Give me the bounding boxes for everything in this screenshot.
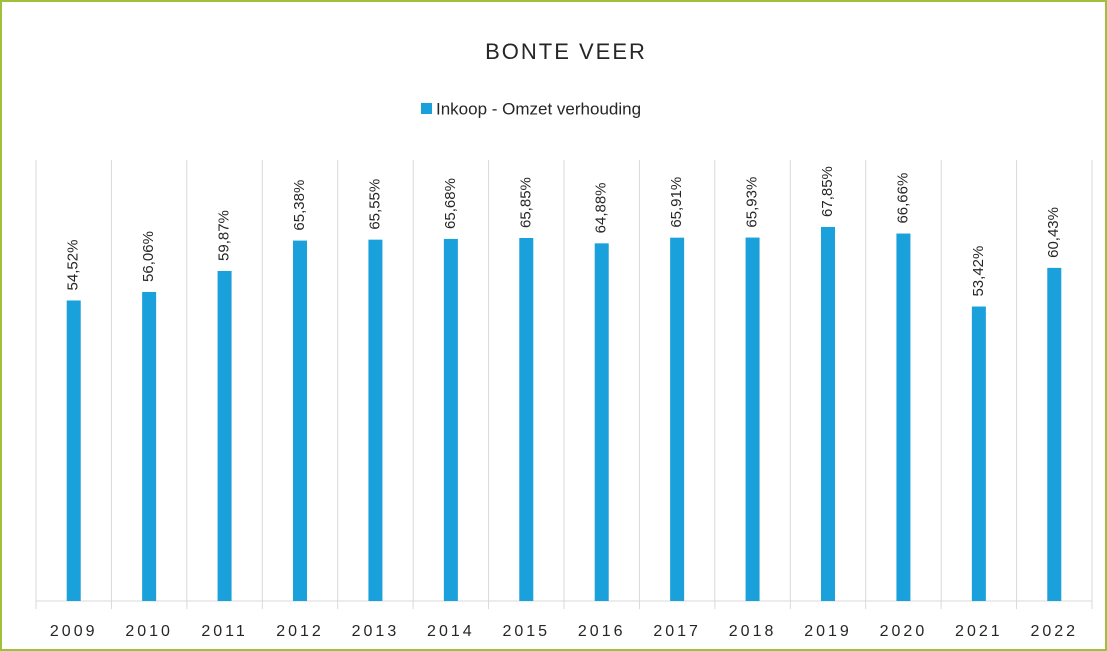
bar <box>745 237 760 602</box>
bar <box>66 300 81 601</box>
bar <box>1047 267 1062 601</box>
x-tick-label: 2014 <box>427 623 475 640</box>
data-label: 65,68% <box>442 178 459 229</box>
x-tick-label: 2017 <box>653 623 701 640</box>
x-tick-label: 2016 <box>578 623 626 640</box>
data-label: 54,52% <box>65 240 82 291</box>
x-tick-label: 2020 <box>880 623 928 640</box>
bar <box>217 270 232 601</box>
x-tick-label: 2021 <box>955 623 1003 640</box>
bar <box>821 226 835 601</box>
bar <box>443 238 458 601</box>
bar <box>519 238 534 601</box>
bar <box>971 306 986 601</box>
x-tick-label: 2010 <box>125 623 173 640</box>
x-tick-label: 2015 <box>502 623 550 640</box>
data-label: 65,91% <box>668 177 685 228</box>
bar <box>293 240 307 601</box>
bar <box>896 233 911 601</box>
x-tick-label: 2018 <box>729 623 777 640</box>
data-label: 53,42% <box>970 246 987 297</box>
data-label: 66,66% <box>894 173 911 224</box>
data-label: 65,85% <box>517 177 534 228</box>
data-label: 65,55% <box>366 179 383 230</box>
data-label: 56,06% <box>140 231 157 282</box>
data-label: 59,87% <box>216 210 233 261</box>
chart-title: BONTE VEER <box>485 39 647 64</box>
legend-swatch <box>421 103 432 114</box>
bar <box>368 239 383 601</box>
x-tick-label: 2013 <box>352 623 400 640</box>
data-label: 65,38% <box>291 180 308 231</box>
x-tick-label: 2011 <box>201 623 247 640</box>
x-tick-label: 2019 <box>804 623 852 640</box>
x-tick-label: 2009 <box>50 623 98 640</box>
bar <box>594 243 609 601</box>
bar <box>670 237 685 601</box>
legend-label: Inkoop - Omzet verhouding <box>436 99 641 118</box>
data-label: 67,85% <box>819 166 836 217</box>
x-tick-label: 2022 <box>1030 623 1078 640</box>
data-label: 60,43% <box>1045 207 1062 258</box>
data-label: 64,88% <box>593 182 610 233</box>
x-tick-label: 2012 <box>276 623 324 640</box>
bar <box>142 291 157 601</box>
data-label: 65,93% <box>744 177 761 228</box>
